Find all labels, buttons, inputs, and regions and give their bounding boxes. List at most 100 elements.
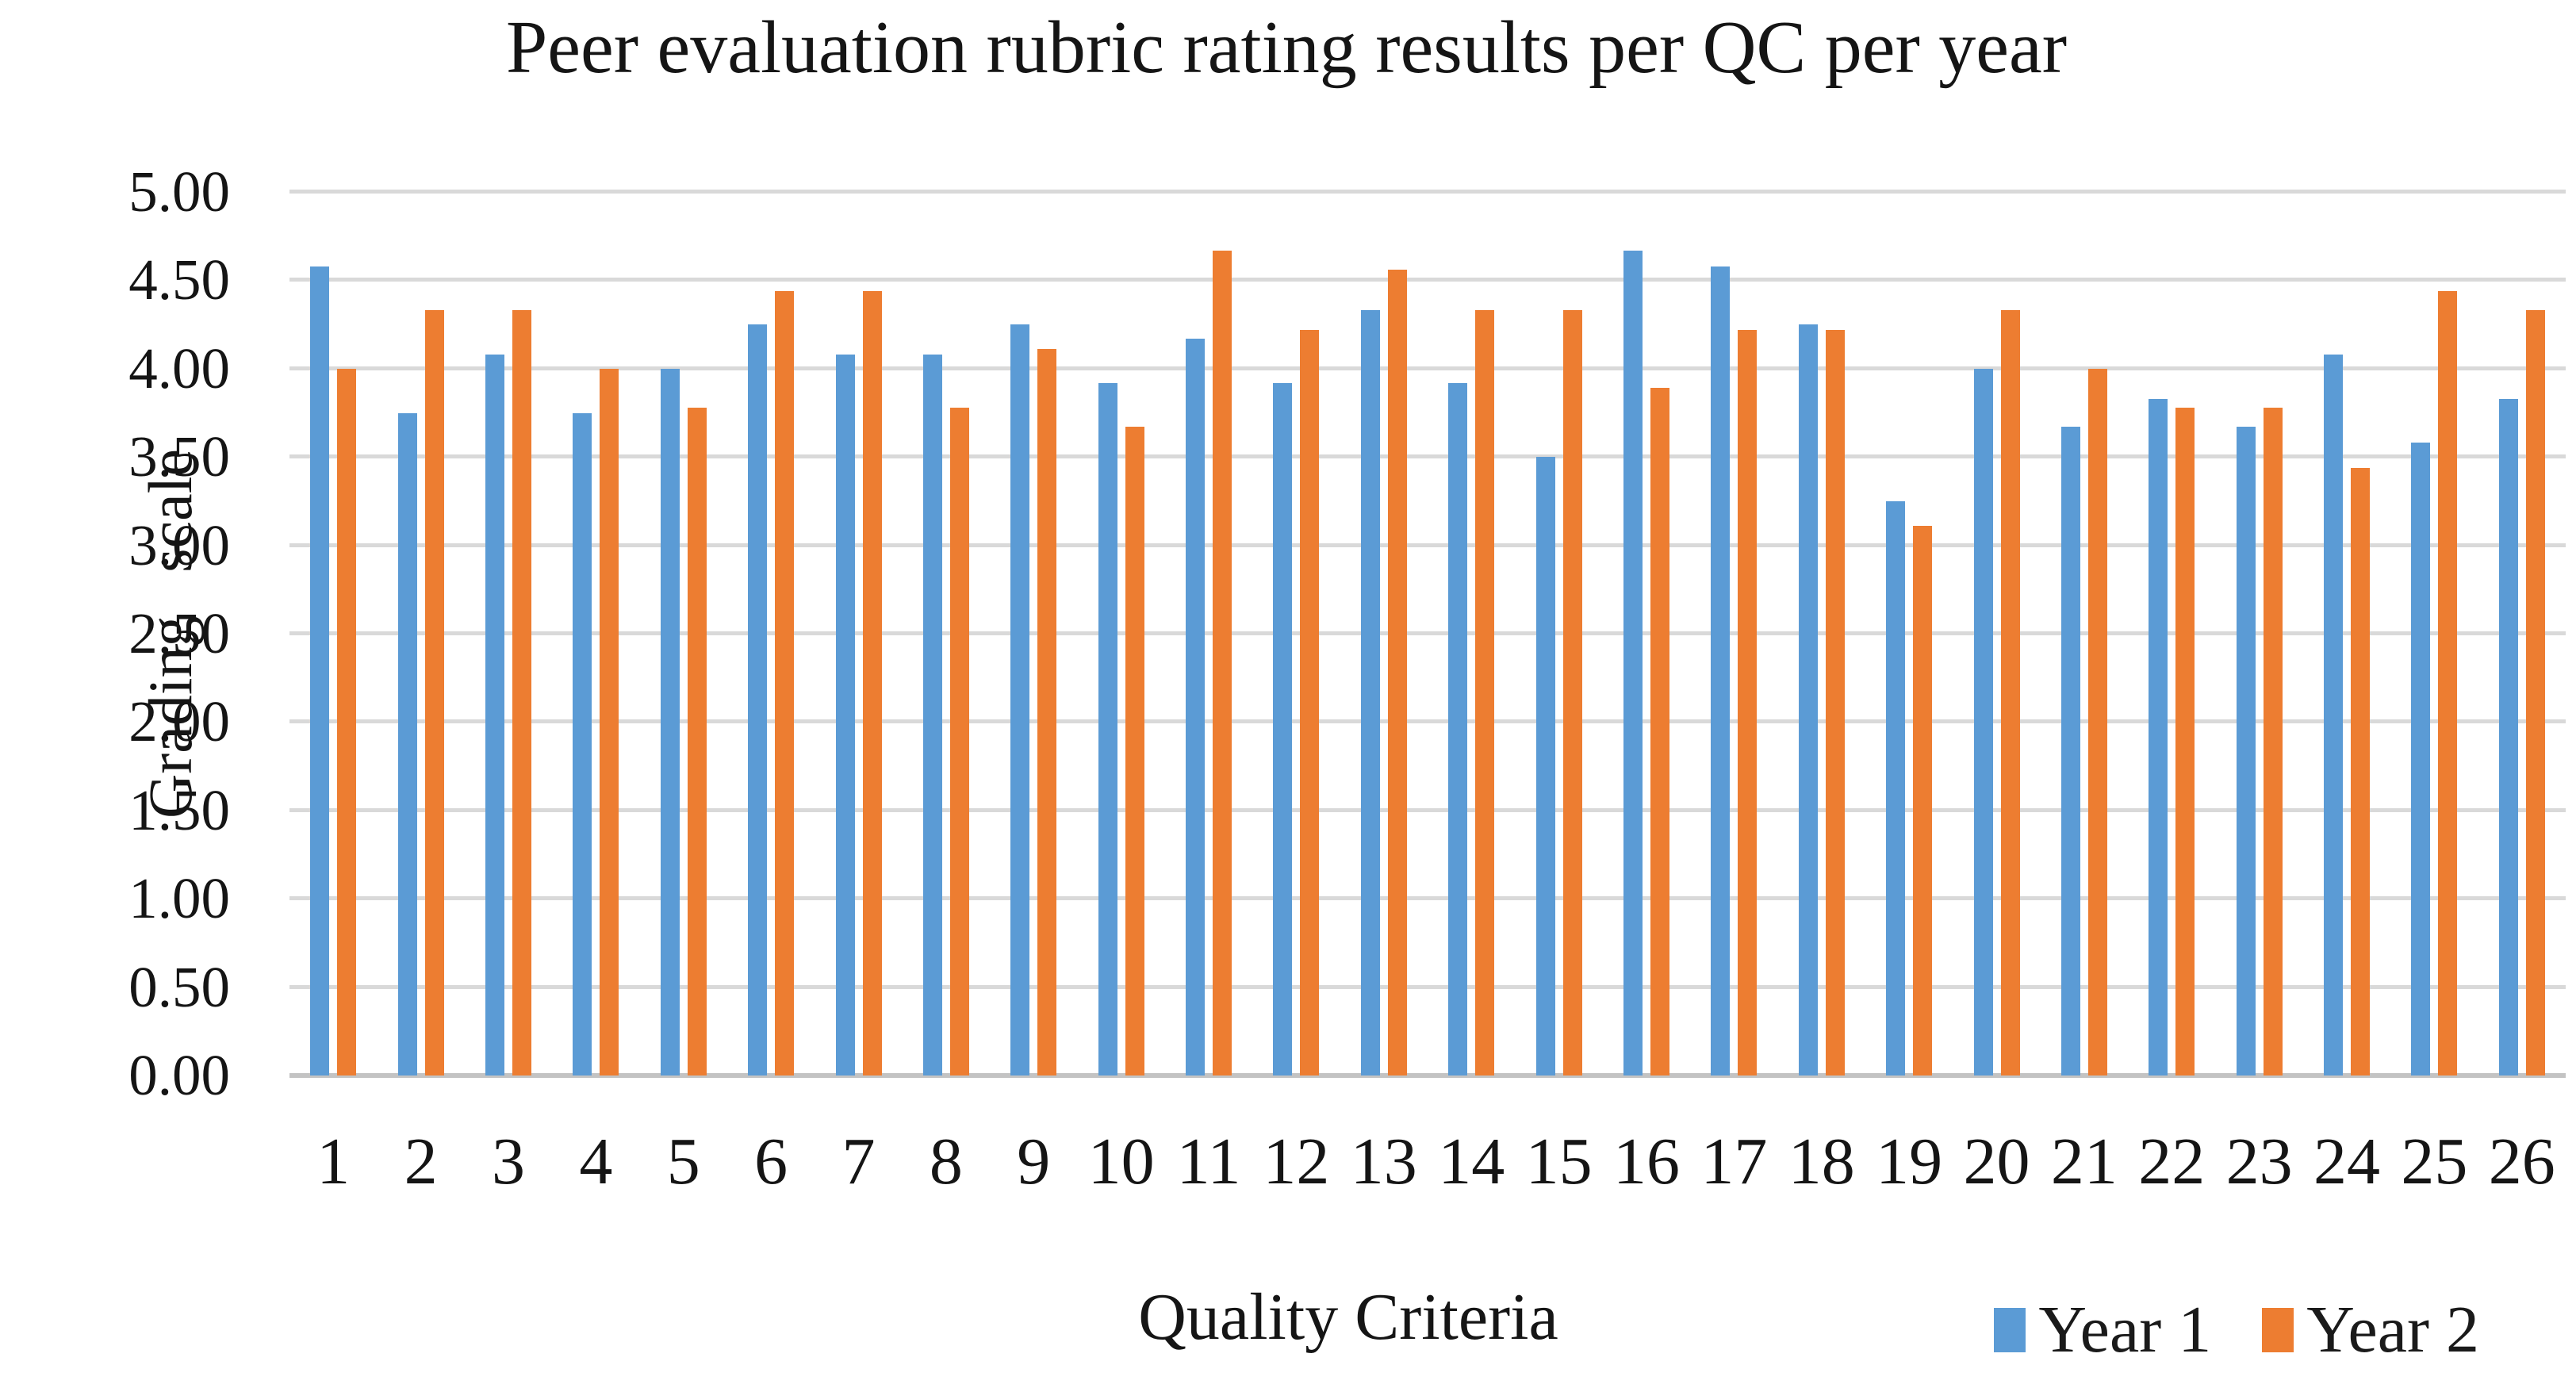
plot-area — [289, 190, 2566, 1078]
bar-year2-qc15 — [1562, 310, 1582, 1076]
x-tick-label-18: 18 — [1788, 1125, 1855, 1198]
bar-year2-qc6 — [775, 290, 795, 1076]
x-tick-label-9: 9 — [1017, 1125, 1051, 1198]
x-tick-label-15: 15 — [1525, 1125, 1593, 1198]
bar-year2-qc7 — [862, 290, 882, 1076]
bar-year1-qc9 — [1010, 324, 1030, 1076]
bar-year1-qc3 — [485, 354, 504, 1076]
y-tick-label: 4.00 — [128, 335, 230, 401]
bar-year1-qc12 — [1273, 382, 1293, 1076]
bar-year1-qc22 — [2149, 398, 2168, 1076]
bar-year1-qc6 — [748, 324, 768, 1076]
bar-year2-qc26 — [2525, 310, 2545, 1076]
bar-year2-qc11 — [1213, 250, 1232, 1076]
bar-year2-qc20 — [2000, 310, 2020, 1076]
bar-year1-qc11 — [1186, 338, 1206, 1076]
x-tick-label-12: 12 — [1263, 1125, 1330, 1198]
x-tick-label-14: 14 — [1438, 1125, 1505, 1198]
bar-year2-qc13 — [1387, 270, 1407, 1076]
x-tick-label-2: 2 — [404, 1125, 438, 1198]
bar-year2-qc24 — [2351, 467, 2371, 1076]
y-tick-label: 0.00 — [128, 1043, 230, 1107]
x-tick-label-4: 4 — [579, 1125, 613, 1198]
bar-year2-qc4 — [600, 368, 619, 1076]
bar-year2-qc14 — [1475, 310, 1495, 1076]
x-tick-label-26: 26 — [2488, 1125, 2555, 1198]
bar-year2-qc9 — [1037, 349, 1057, 1076]
y-tick-label: 3.50 — [128, 424, 230, 489]
y-tick-label: 5.00 — [128, 159, 230, 224]
bar-year1-qc21 — [2060, 427, 2080, 1076]
gridline — [289, 278, 2566, 282]
y-tick-label: 1.50 — [128, 777, 230, 842]
gridline — [289, 543, 2566, 547]
bar-year2-qc3 — [512, 310, 531, 1076]
x-tick-label-20: 20 — [1963, 1125, 2030, 1198]
gridline — [289, 896, 2566, 901]
x-tick-label-7: 7 — [841, 1125, 876, 1198]
y-tick-label: 0.50 — [128, 954, 230, 1019]
bar-year1-qc18 — [1798, 324, 1818, 1076]
y-tick-label: 2.00 — [128, 689, 230, 754]
bar-year1-qc14 — [1448, 382, 1468, 1076]
bar-year1-qc7 — [835, 354, 855, 1076]
bar-year2-qc17 — [1738, 329, 1758, 1076]
bar-year2-qc25 — [2438, 290, 2458, 1076]
bar-year2-qc10 — [1125, 427, 1144, 1076]
y-tick-label: 3.00 — [128, 512, 230, 577]
bar-year1-qc16 — [1623, 250, 1643, 1076]
legend-swatch-year1-icon — [1994, 1307, 2026, 1352]
bar-year1-qc13 — [1360, 310, 1380, 1076]
bar-year1-qc20 — [1973, 368, 1993, 1076]
gridline — [289, 631, 2566, 635]
bar-year2-qc22 — [2175, 407, 2195, 1076]
bar-year2-qc18 — [1825, 329, 1845, 1076]
legend-label-year2: Year 2 — [2306, 1293, 2479, 1367]
x-tick-label-8: 8 — [929, 1125, 963, 1198]
bar-year1-qc17 — [1711, 266, 1731, 1076]
x-tick-label-5: 5 — [666, 1125, 700, 1198]
bar-year2-qc1 — [337, 368, 357, 1076]
bar-year2-qc2 — [424, 310, 444, 1076]
bar-year2-qc16 — [1650, 388, 1669, 1076]
bar-year1-qc2 — [397, 412, 417, 1076]
x-tick-label-23: 23 — [2225, 1125, 2293, 1198]
bar-year1-qc26 — [2498, 398, 2518, 1076]
gridline — [289, 719, 2566, 724]
bar-year1-qc4 — [573, 412, 592, 1076]
bar-year1-qc15 — [1535, 457, 1555, 1076]
gridline — [289, 454, 2566, 459]
gridline — [289, 190, 2566, 194]
gridline — [289, 807, 2566, 812]
x-tick-label-24: 24 — [2313, 1125, 2381, 1198]
x-axis-title: Quality Criteria — [1138, 1280, 1558, 1354]
y-tick-label: 1.00 — [128, 866, 230, 931]
bar-year1-qc23 — [2236, 427, 2256, 1076]
bar-year1-qc24 — [2324, 354, 2344, 1076]
x-tick-label-17: 17 — [1700, 1125, 1768, 1198]
x-tick-label-25: 25 — [2401, 1125, 2468, 1198]
bar-year2-qc19 — [1913, 526, 1933, 1076]
bar-year2-qc12 — [1300, 329, 1320, 1076]
gridline — [289, 984, 2566, 989]
x-tick-label-10: 10 — [1087, 1125, 1155, 1198]
x-tick-label-1: 1 — [316, 1125, 351, 1198]
bar-year2-qc8 — [949, 407, 969, 1076]
x-tick-label-21: 21 — [2050, 1125, 2118, 1198]
bar-year2-qc21 — [2087, 368, 2107, 1076]
legend-item-year1: Year 1 — [1994, 1291, 2211, 1368]
legend-label-year1: Year 1 — [2038, 1293, 2212, 1367]
bar-year2-qc23 — [2263, 407, 2283, 1076]
x-tick-label-11: 11 — [1176, 1125, 1241, 1198]
legend-item-year2: Year 2 — [2262, 1291, 2479, 1368]
bar-year1-qc5 — [660, 368, 680, 1076]
bar-year2-qc5 — [687, 407, 707, 1076]
bar-year1-qc10 — [1098, 382, 1117, 1076]
bar-year1-qc1 — [310, 266, 330, 1076]
x-tick-label-16: 16 — [1612, 1125, 1680, 1198]
x-axis-line — [289, 1073, 2566, 1078]
x-tick-label-6: 6 — [754, 1125, 788, 1198]
x-tick-label-19: 19 — [1876, 1125, 1943, 1198]
x-tick-label-13: 13 — [1350, 1125, 1417, 1198]
